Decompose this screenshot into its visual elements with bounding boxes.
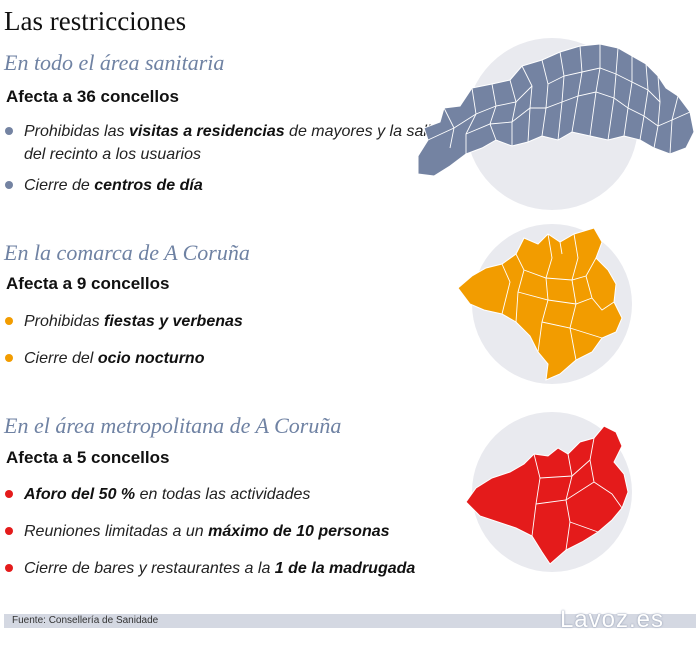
bullet-dot-icon <box>5 127 13 135</box>
bullet-dot-icon <box>5 564 13 572</box>
affects-count-area-metropolitana: Afecta a 5 concellos <box>6 448 170 467</box>
metropolitan-area-map <box>465 412 632 572</box>
section-heading-area-metropolitana: En el área metropolitana de A Coruña <box>4 413 342 438</box>
bullet-item: Aforo del 50 % en todas las actividades <box>0 483 470 506</box>
lavoz-logo: Lavoz.es <box>559 606 664 633</box>
bullet-dot-icon <box>5 354 13 362</box>
affects-count-area-sanitaria: Afecta a 36 concellos <box>6 87 179 106</box>
bullet-list-area-metropolitana: Aforo del 50 % en todas las actividades … <box>0 483 470 580</box>
section-heading-comarca: En la comarca de A Coruña <box>4 240 250 265</box>
bullet-dot-icon <box>5 317 13 325</box>
health-area-map <box>417 38 695 210</box>
bullet-list-comarca: Prohibidas fiestas y verbenas Cierre del… <box>0 310 470 370</box>
bullet-item: Prohibidas las visitas a residencias de … <box>0 120 470 166</box>
bullet-item: Reuniones limitadas a un máximo de 10 pe… <box>0 520 470 543</box>
bullet-dot-icon <box>5 490 13 498</box>
page-title: Las restricciones <box>4 6 187 36</box>
bullet-item: Cierre del ocio nocturno <box>0 347 470 370</box>
section-heading-area-sanitaria: En todo el área sanitaria <box>4 50 225 75</box>
bullet-item: Cierre de centros de día <box>0 174 470 197</box>
footer-bar <box>4 614 696 628</box>
comarca-borders <box>501 233 615 361</box>
bullet-dot-icon <box>5 527 13 535</box>
affects-count-comarca: Afecta a 9 concellos <box>6 274 170 293</box>
metropolitan-borders <box>531 437 623 551</box>
metropolitan-region-shape <box>465 425 629 565</box>
bullet-item: Cierre de bares y restaurantes a la 1 de… <box>0 557 470 580</box>
source-credit: Fuente: Consellería de Sanidade <box>12 615 159 626</box>
bullet-dot-icon <box>5 181 13 189</box>
comarca-map <box>457 224 632 384</box>
bullet-item: Prohibidas fiestas y verbenas <box>0 310 470 333</box>
health-area-borders <box>427 44 691 155</box>
bullet-list-area-sanitaria: Prohibidas las visitas a residencias de … <box>0 120 470 197</box>
